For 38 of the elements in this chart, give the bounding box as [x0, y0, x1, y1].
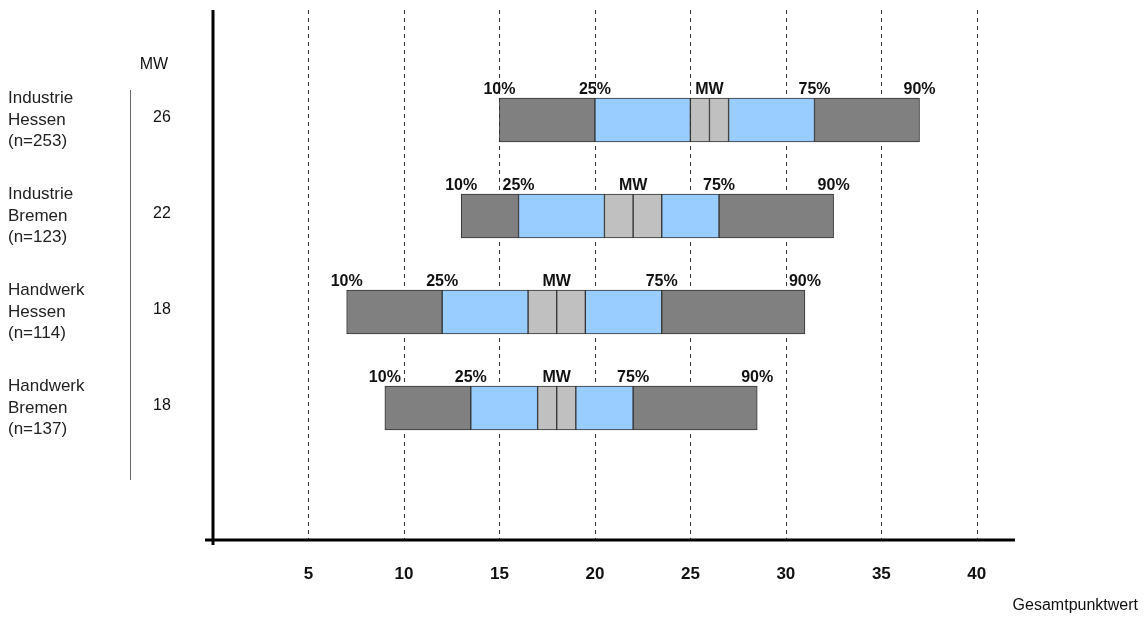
x-tick-label: 10 [394, 563, 414, 583]
annotation: 75% [798, 80, 831, 98]
text: 22 [153, 204, 171, 222]
text: MW [139, 55, 170, 73]
text: 18 [153, 300, 171, 318]
annotation: 25% [426, 272, 459, 290]
y-tick-label: Handwerk Hessen (n=114) [8, 280, 86, 342]
annotation: 10% [445, 176, 478, 194]
annotation: 10% [368, 368, 401, 386]
annotation: 90% [741, 368, 774, 386]
x-tick-label: 40 [967, 563, 987, 583]
annotation: 75% [617, 368, 650, 386]
x-tick-label: 25 [680, 563, 700, 583]
x-axis-title: Gesamtpunktwert [1012, 596, 1139, 614]
text: 26 [153, 108, 171, 126]
x-tick-label: 15 [489, 563, 509, 583]
x-tick-label: 30 [776, 563, 796, 583]
annotation: MW [542, 272, 572, 290]
annotation: 10% [330, 272, 363, 290]
annotation: 90% [817, 176, 850, 194]
x-tick-label: 20 [585, 563, 605, 583]
annotation: MW [695, 80, 725, 98]
annotation: MW [542, 368, 572, 386]
y-tick-label: Industrie Bremen (n=123) [8, 184, 74, 246]
annotation: 90% [788, 272, 821, 290]
y-tick-label: Handwerk Bremen (n=137) [8, 376, 86, 438]
annotation: 75% [703, 176, 736, 194]
x-tick-label: 5 [303, 563, 314, 583]
annotation: 25% [578, 80, 611, 98]
x-tick-label: 35 [871, 563, 891, 583]
annotation: 75% [645, 272, 678, 290]
text: 18 [153, 396, 171, 414]
annotation: MW [618, 176, 649, 194]
annotation: 25% [502, 176, 535, 194]
y-tick-label: Industrie Hessen (n=253) [8, 88, 74, 150]
annotation: 25% [454, 368, 487, 386]
annotation: 10% [483, 80, 516, 98]
annotation: 90% [903, 80, 936, 98]
